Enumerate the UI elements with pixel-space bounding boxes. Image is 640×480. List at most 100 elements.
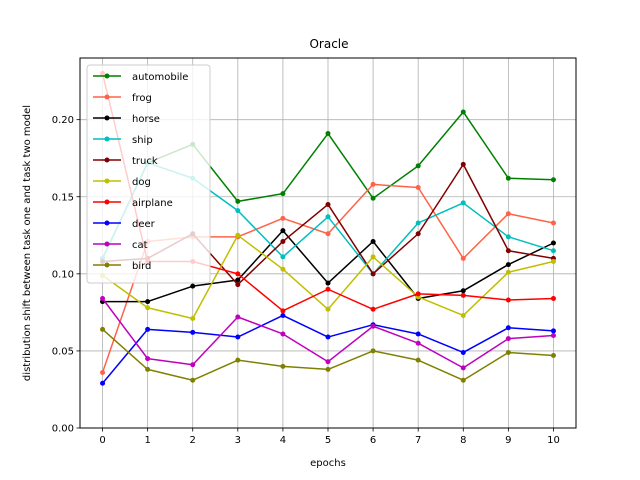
y-tick-label: 0.10 (52, 269, 74, 280)
legend-swatch-marker (104, 94, 110, 100)
data-point (235, 282, 241, 288)
data-point (460, 292, 466, 298)
data-point (460, 377, 466, 383)
legend-swatch-marker (104, 241, 110, 247)
data-point (550, 296, 556, 301)
data-point (370, 306, 376, 312)
data-point (325, 131, 331, 137)
data-point (235, 271, 241, 277)
data-point (235, 232, 241, 238)
x-tick-label: 0 (99, 435, 105, 446)
y-tick-label: 0.15 (52, 192, 74, 203)
y-axis: 0.00 0.05 0.10 0.15 0.20 (52, 115, 80, 435)
legend-item-airplane: airplane (93, 198, 173, 209)
legend-item-automobile: automobile (93, 72, 188, 83)
legend-label: cat (132, 240, 148, 251)
data-point (505, 269, 511, 275)
data-point (145, 326, 151, 332)
data-point (415, 291, 421, 297)
x-tick-label: 5 (325, 435, 331, 446)
data-point (325, 366, 331, 372)
data-point (505, 234, 511, 240)
data-point (415, 220, 421, 226)
data-point (235, 314, 241, 320)
data-point (550, 353, 556, 359)
data-point (235, 277, 241, 283)
x-tick-label: 1 (144, 435, 150, 446)
data-point (280, 191, 286, 197)
legend-swatch-marker (104, 178, 110, 184)
data-point (370, 181, 376, 187)
legend-label: frog (132, 93, 152, 104)
data-point (415, 163, 421, 169)
x-tick-label: 2 (190, 435, 196, 446)
data-point (325, 286, 331, 292)
data-point (190, 316, 196, 322)
data-point (235, 357, 241, 363)
chart-title: Oracle (309, 37, 348, 51)
data-point (235, 198, 241, 204)
legend: automobile frog horse ship truck dog airplane d… (86, 64, 211, 284)
data-point (145, 356, 151, 362)
data-point (145, 305, 151, 311)
legend-label: automobile (132, 72, 188, 83)
y-axis-label: distribution shift between task one and … (22, 105, 33, 381)
data-point (415, 340, 421, 346)
legend-item-ship: ship (93, 135, 153, 146)
data-point (415, 331, 421, 337)
data-point (190, 329, 196, 335)
data-point (460, 349, 466, 355)
data-point (460, 161, 466, 167)
legend-label: ship (132, 135, 153, 146)
data-point (325, 280, 331, 286)
x-tick-label: 7 (415, 435, 421, 446)
x-tick-label: 10 (547, 435, 560, 446)
data-point (190, 283, 196, 289)
legend-swatch-marker (104, 136, 110, 142)
data-point (280, 312, 286, 318)
data-point (505, 336, 511, 342)
x-tick-label: 4 (280, 435, 286, 446)
data-point (280, 308, 286, 314)
data-point (460, 200, 466, 206)
data-point (280, 238, 286, 244)
data-point (550, 259, 556, 264)
legend-item-horse: horse (93, 114, 160, 125)
data-point (370, 271, 376, 277)
data-point (505, 248, 511, 254)
data-point (460, 288, 466, 294)
data-point (190, 362, 196, 368)
data-point (550, 177, 556, 183)
legend-label: deer (132, 219, 156, 230)
x-tick-label: 8 (460, 435, 466, 446)
data-point (325, 201, 331, 207)
series-deer (100, 312, 556, 386)
data-point (550, 220, 556, 226)
data-point (460, 365, 466, 371)
data-point (505, 297, 511, 303)
data-point (550, 248, 556, 254)
data-point (550, 328, 556, 334)
x-tick-label: 3 (235, 435, 241, 446)
data-point (280, 363, 286, 369)
series-horse (100, 228, 556, 305)
data-point (505, 211, 511, 217)
data-point (505, 325, 511, 331)
data-point (370, 238, 376, 244)
data-point (235, 334, 241, 340)
data-point (100, 370, 106, 375)
data-point (100, 326, 106, 332)
data-point (460, 109, 466, 115)
x-tick-label: 6 (370, 435, 376, 446)
legend-item-dog: dog (93, 177, 151, 188)
legend-item-cat: cat (93, 240, 148, 251)
series-bird (100, 326, 556, 383)
data-point (370, 195, 376, 201)
data-point (325, 306, 331, 312)
legend-swatch-marker (104, 115, 110, 121)
data-point (280, 215, 286, 221)
legend-swatch-marker (104, 157, 110, 163)
data-point (325, 214, 331, 220)
data-point (505, 262, 511, 268)
